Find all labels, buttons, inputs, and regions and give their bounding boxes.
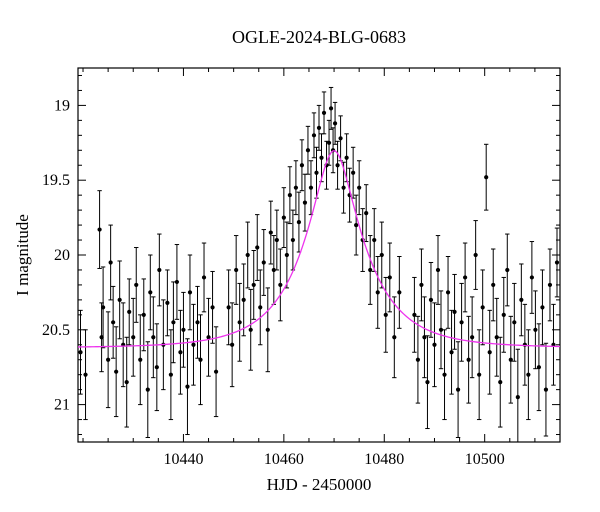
y-tick-label: 19 [54, 97, 70, 114]
y-tick-label: 21 [54, 397, 70, 414]
lightcurve-chart: 10440 10460 10480 10500 19 19.5 20 20.5 21 OGLE-2… [0, 0, 600, 512]
x-axis-label: HJD - 2450000 [267, 475, 372, 494]
data-layer [78, 87, 560, 445]
x-tick-label: 10480 [364, 451, 404, 468]
chart-title: OGLE-2024-BLG-0683 [232, 27, 406, 47]
x-tick-label: 10440 [163, 451, 203, 468]
lightcurve-svg: 10440 10460 10480 10500 19 19.5 20 20.5 21 OGLE-2… [0, 0, 600, 512]
x-tick-label: 10460 [264, 451, 304, 468]
x-tick-label: 10500 [465, 451, 505, 468]
y-axis-label: I magnitude [13, 214, 32, 296]
y-tick-label: 19.5 [42, 172, 70, 189]
y-tick-label: 20.5 [42, 322, 70, 339]
y-tick-label: 20 [54, 247, 70, 264]
